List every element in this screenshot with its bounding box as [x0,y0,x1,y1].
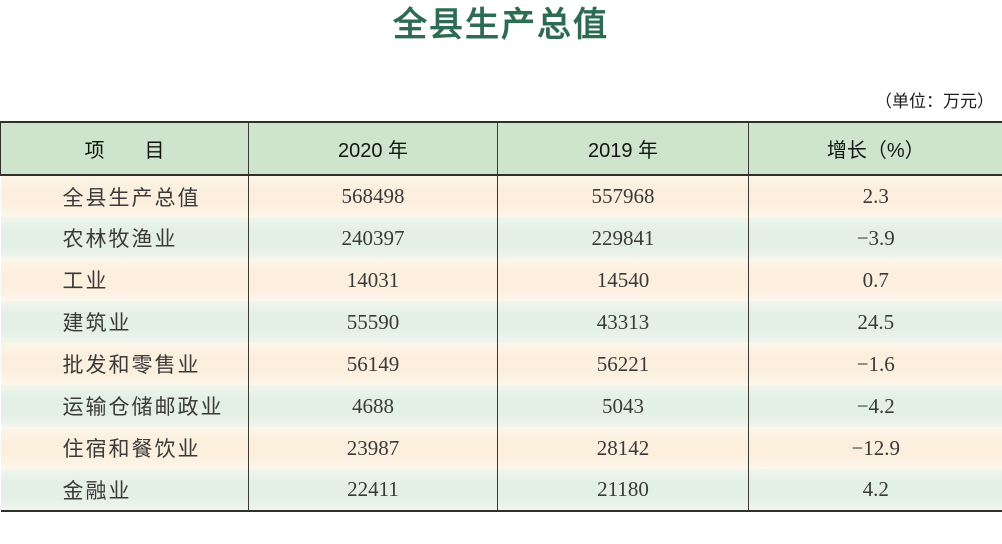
table-row: 批发和零售业 56149 56221 −1.6 [1,343,1002,385]
value-growth: 0.7 [749,259,1002,301]
value-2019: 14540 [498,259,749,301]
value-growth: 2.3 [749,175,1002,217]
value-2019: 557968 [498,175,749,217]
unit-note: （单位：万元） [0,90,1002,114]
value-2020: 56149 [249,343,498,385]
value-2020: 23987 [249,427,498,469]
table-row: 全县生产总值 568498 557968 2.3 [1,175,1002,217]
value-2019: 28142 [498,427,749,469]
table-body: 全县生产总值 568498 557968 2.3 农林牧渔业 240397 22… [1,175,1002,511]
column-header-item: 项 目 [1,122,249,175]
document-page: 全县生产总值 （单位：万元） 项 目 2020 年 2019 年 增长（%） 全… [0,6,1002,544]
value-2019: 43313 [498,301,749,343]
row-label: 住宿和餐饮业 [1,427,249,469]
row-label: 金融业 [1,469,249,511]
table-row: 金融业 22411 21180 4.2 [1,469,1002,511]
value-2019: 229841 [498,217,749,259]
value-growth: −12.9 [749,427,1002,469]
column-header-2020: 2020 年 [249,122,498,175]
table-row: 农林牧渔业 240397 229841 −3.9 [1,217,1002,259]
row-label: 农林牧渔业 [1,217,249,259]
page-title: 全县生产总值 [0,6,1002,46]
table-row: 住宿和餐饮业 23987 28142 −12.9 [1,427,1002,469]
row-label: 批发和零售业 [1,343,249,385]
value-2020: 55590 [249,301,498,343]
table-row: 建筑业 55590 43313 24.5 [1,301,1002,343]
column-header-2019: 2019 年 [498,122,749,175]
value-2020: 4688 [249,385,498,427]
row-label: 运输仓储邮政业 [1,385,249,427]
value-growth: 4.2 [749,469,1002,511]
row-label: 工业 [1,259,249,301]
value-2020: 14031 [249,259,498,301]
value-2019: 56221 [498,343,749,385]
value-2020: 22411 [249,469,498,511]
column-header-growth: 增长（%） [749,122,1002,175]
header-row: 项 目 2020 年 2019 年 增长（%） [1,122,1002,175]
row-label: 建筑业 [1,301,249,343]
value-2019: 21180 [498,469,749,511]
value-2019: 5043 [498,385,749,427]
table-row: 工业 14031 14540 0.7 [1,259,1002,301]
table-row: 运输仓储邮政业 4688 5043 −4.2 [1,385,1002,427]
value-2020: 568498 [249,175,498,217]
value-growth: −1.6 [749,343,1002,385]
table-header: 项 目 2020 年 2019 年 增长（%） [1,122,1002,175]
value-growth: −3.9 [749,217,1002,259]
gdp-table: 项 目 2020 年 2019 年 增长（%） 全县生产总值 568498 55… [0,121,1002,512]
row-label: 全县生产总值 [1,175,249,217]
value-growth: 24.5 [749,301,1002,343]
value-growth: −4.2 [749,385,1002,427]
value-2020: 240397 [249,217,498,259]
